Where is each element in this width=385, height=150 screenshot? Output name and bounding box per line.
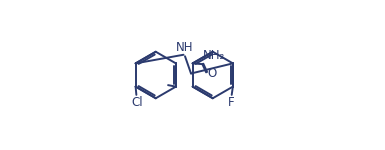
Text: Cl: Cl <box>131 96 143 109</box>
Text: F: F <box>228 96 235 109</box>
Text: NH: NH <box>176 41 193 54</box>
Text: O: O <box>207 67 217 80</box>
Text: NH₂: NH₂ <box>203 49 225 62</box>
